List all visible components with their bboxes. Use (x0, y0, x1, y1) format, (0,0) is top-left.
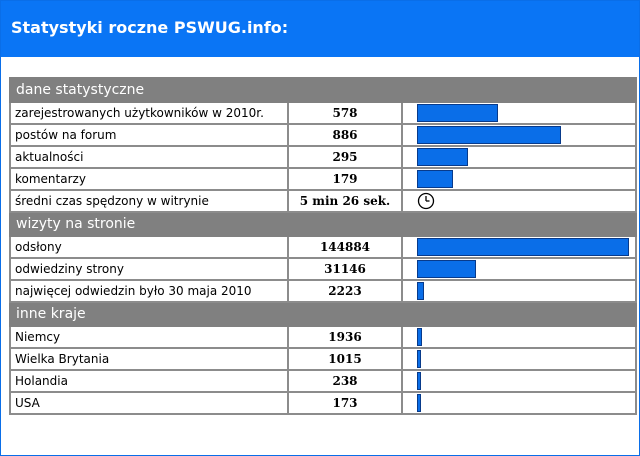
clock-icon (417, 192, 435, 210)
table-row: odwiedziny strony 31146 (9, 257, 637, 281)
bar-cell (401, 101, 637, 125)
value-bar (417, 372, 421, 390)
row-value: 2223 (287, 279, 403, 303)
table-row: Holandia 238 (9, 369, 637, 393)
row-label: USA (9, 391, 289, 415)
row-label: Wielka Brytania (9, 347, 289, 371)
row-value: 5 min 26 sek. (287, 189, 403, 213)
row-label: komentarzy (9, 167, 289, 191)
stats-table: dane statystyczne zarejestrowanych użytko… (9, 77, 637, 415)
row-value: 31146 (287, 257, 403, 281)
row-label: Niemcy (9, 325, 289, 349)
section-title: inne kraje (9, 301, 637, 327)
value-bar (417, 394, 421, 412)
table-row: średni czas spędzony w witrynie 5 min 26 … (9, 189, 637, 213)
section-header: dane statystyczne (9, 77, 637, 103)
value-bar (417, 238, 629, 256)
row-value: 179 (287, 167, 403, 191)
table-row: zarejestrowanych użytkowników w 2010r. 57… (9, 101, 637, 125)
row-value: 886 (287, 123, 403, 147)
value-bar (417, 126, 561, 144)
value-bar (417, 282, 424, 300)
section-title: wizyty na stronie (9, 211, 637, 237)
row-value: 1015 (287, 347, 403, 371)
table-row: najwięcej odwiedzin było 30 maja 2010 222… (9, 279, 637, 303)
bar-cell (401, 123, 637, 147)
row-label: zarejestrowanych użytkowników w 2010r. (9, 101, 289, 125)
section-title: dane statystyczne (9, 77, 637, 103)
page-title: Statystyki roczne PSWUG.info: (11, 18, 289, 37)
bar-cell (401, 391, 637, 415)
value-bar (417, 148, 468, 166)
value-bar (417, 104, 498, 122)
value-bar (417, 350, 421, 368)
table-row: postów na forum 886 (9, 123, 637, 147)
bar-cell (401, 279, 637, 303)
section-header: wizyty na stronie (9, 211, 637, 237)
row-value: 173 (287, 391, 403, 415)
row-label: odwiedziny strony (9, 257, 289, 281)
bar-cell (401, 235, 637, 259)
table-row: aktualności 295 (9, 145, 637, 169)
bar-cell (401, 325, 637, 349)
bar-cell (401, 257, 637, 281)
value-bar (417, 328, 422, 346)
bar-cell (401, 145, 637, 169)
table-row: Wielka Brytania 1015 (9, 347, 637, 371)
row-value: 578 (287, 101, 403, 125)
value-bar (417, 170, 453, 188)
table-row: komentarzy 179 (9, 167, 637, 191)
row-label: aktualności (9, 145, 289, 169)
bar-cell (401, 347, 637, 371)
table-row: USA 173 (9, 391, 637, 415)
row-value: 238 (287, 369, 403, 393)
row-value: 1936 (287, 325, 403, 349)
bar-cell (401, 167, 637, 191)
table-row: Niemcy 1936 (9, 325, 637, 349)
row-label: odsłony (9, 235, 289, 259)
table-row: odsłony 144884 (9, 235, 637, 259)
section-header: inne kraje (9, 301, 637, 327)
row-value: 295 (287, 145, 403, 169)
row-value: 144884 (287, 235, 403, 259)
header-bar: Statystyki roczne PSWUG.info: (1, 1, 639, 57)
bar-cell (401, 369, 637, 393)
row-label: najwięcej odwiedzin było 30 maja 2010 (9, 279, 289, 303)
bar-cell (401, 189, 637, 213)
value-bar (417, 260, 476, 278)
row-label: postów na forum (9, 123, 289, 147)
row-label: średni czas spędzony w witrynie (9, 189, 289, 213)
row-label: Holandia (9, 369, 289, 393)
